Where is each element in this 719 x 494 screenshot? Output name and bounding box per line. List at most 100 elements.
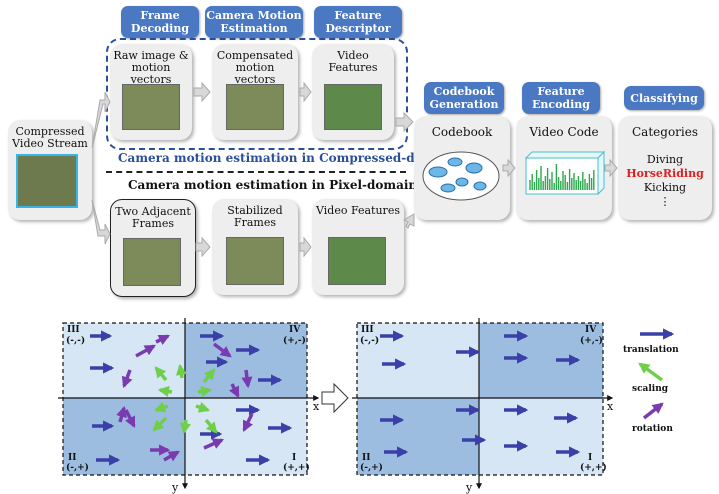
scaling-vector <box>152 416 168 432</box>
right-q3-sign: (-,-) <box>360 335 379 346</box>
pipeline-graphics <box>91 81 618 258</box>
arrow-bottom-features-to-codebook-icon <box>402 213 415 229</box>
right-q1-sign: (+,+) <box>580 462 607 473</box>
rotation-vector <box>212 342 232 358</box>
rotation-vector <box>155 334 171 346</box>
arrow-code-to-categories-icon <box>604 158 618 178</box>
rotation-vector <box>121 369 133 389</box>
video-features-top-thumbnail <box>324 84 382 130</box>
stage-frame-decoding: Frame Decoding <box>121 6 199 38</box>
video-features-bottom-box: Video Features <box>312 199 404 295</box>
rotation-vector <box>203 438 225 450</box>
scaling-vector <box>195 401 211 413</box>
arrow-stream-to-top-icon <box>91 91 111 149</box>
rotation-vector <box>124 409 136 429</box>
right-q2-label: II <box>362 453 370 463</box>
legend-translation-label: translation <box>623 345 679 355</box>
raw-image-box: Raw image & motion vectors <box>110 44 192 140</box>
rotation-vector <box>241 369 253 389</box>
compensated-thumbnail <box>226 84 284 130</box>
left-y-axis-label: y <box>171 481 179 494</box>
video-features-top-box: Video Features <box>312 44 394 140</box>
right-panel <box>352 318 614 490</box>
left-q4-sign: (+,-) <box>283 335 306 346</box>
rotation-vector <box>163 450 180 462</box>
left-x-axis-label: x <box>313 400 320 413</box>
video-stream-thumbnail <box>16 154 78 208</box>
category-diving: Diving <box>646 153 684 166</box>
left-q2-sign: (-,+) <box>66 462 89 473</box>
stabilized-thumbnail <box>226 237 284 285</box>
right-q2-sign: (-,+) <box>360 462 383 473</box>
video-features-bottom-thumbnail <box>328 237 386 285</box>
right-q4-sign: (+,-) <box>580 335 603 346</box>
scaling-vector <box>204 418 218 434</box>
legend-rotation-icon <box>642 402 664 420</box>
rotation-vector <box>116 405 127 423</box>
right-q4-label: IV <box>585 325 597 335</box>
stage-feature-encoding: Feature Encoding <box>522 82 600 114</box>
stabilized-box: Stabilized Frames <box>212 199 298 295</box>
codebook-label: Codebook <box>431 125 493 139</box>
caption-pixel-domain: Camera motion estimation in Pixel-domain <box>128 178 418 192</box>
categories-label: Categories <box>632 125 698 139</box>
left-panel <box>58 318 320 490</box>
left-q2-label: II <box>68 453 76 463</box>
transition-arrow-icon <box>321 382 349 414</box>
two-adjacent-thumbnail <box>123 238 181 286</box>
compressed-stream-box: Compressed Video Stream <box>8 120 92 220</box>
arrow-stabilized-to-features-icon <box>299 236 312 258</box>
legend-scaling-icon <box>638 362 664 382</box>
scaling-vector <box>175 363 187 379</box>
caption-compressed-domain: Camera motion estimation in Compressed-d… <box>118 151 457 165</box>
codebook-clusters-icon <box>422 151 500 201</box>
scaling-vector <box>197 385 213 397</box>
video-code-histogram-icon <box>524 150 606 196</box>
legend-scaling-label: scaling <box>632 384 669 394</box>
category-horseriding: HorseRiding <box>626 167 704 180</box>
stage-classifying: Classifying <box>624 86 704 110</box>
arrow-adjacent-to-stabilized-icon <box>195 236 211 258</box>
video-features-top-label: Video Features <box>328 49 378 74</box>
left-q3-sign: (-,-) <box>66 335 85 346</box>
category-kicking: Kicking <box>643 181 687 194</box>
right-y-axis-label: y <box>465 481 473 494</box>
arrow-compensated-to-features-icon <box>299 81 312 103</box>
video-features-bottom-label: Video Features <box>316 204 400 217</box>
stage-feature-descriptor: Feature Descriptor <box>314 6 402 38</box>
compensated-label: Compensated motion vectors <box>216 49 294 86</box>
left-q4-label: IV <box>289 325 301 335</box>
stabilized-label: Stabilized Frames <box>227 204 283 229</box>
scaling-vector <box>153 401 169 413</box>
arrow-raw-to-compensated-icon <box>193 81 211 103</box>
raw-image-thumbnail <box>122 84 180 130</box>
arrow-stream-to-bottom-icon <box>91 199 111 245</box>
compressed-stream-label: Compressed Video Stream <box>12 125 88 150</box>
two-adjacent-label: Two Adjacent Frames <box>115 205 191 230</box>
legend-rotation-label: rotation <box>632 424 673 434</box>
two-adjacent-box: Two Adjacent Frames <box>110 199 196 297</box>
left-q1-label: I <box>292 453 296 463</box>
compressed-domain-frame <box>106 38 408 150</box>
scaling-vector <box>154 366 168 382</box>
right-q1-label: I <box>588 453 592 463</box>
right-q3-label: III <box>361 325 374 335</box>
stage-camera-motion-estimation: Camera Motion Estimation <box>205 6 303 38</box>
rotation-vector <box>135 344 156 358</box>
rotation-vector <box>228 383 240 399</box>
scaling-vector <box>202 368 216 384</box>
raw-image-label: Raw image & motion vectors <box>113 49 189 86</box>
video-code-label: Video Code <box>529 125 599 139</box>
categories-box: Categories Diving HorseRiding Kicking ⋮ <box>618 116 712 220</box>
rotation-vector <box>242 413 254 433</box>
domain-divider <box>106 171 406 173</box>
motion-field-diagram: III (-,-) IV (+,-) II (-,+) I (+,+) III … <box>58 318 679 494</box>
arrow-top-features-to-codebook-icon <box>395 111 414 133</box>
left-q1-sign: (+,+) <box>283 462 310 473</box>
compensated-box: Compensated motion vectors <box>212 44 298 140</box>
category-more: ⋮ <box>659 195 671 208</box>
stage-codebook-generation: Codebook Generation <box>424 82 504 114</box>
left-q3-label: III <box>67 325 80 335</box>
arrow-codebook-to-code-icon <box>502 158 516 178</box>
right-x-axis-label: x <box>607 400 614 413</box>
